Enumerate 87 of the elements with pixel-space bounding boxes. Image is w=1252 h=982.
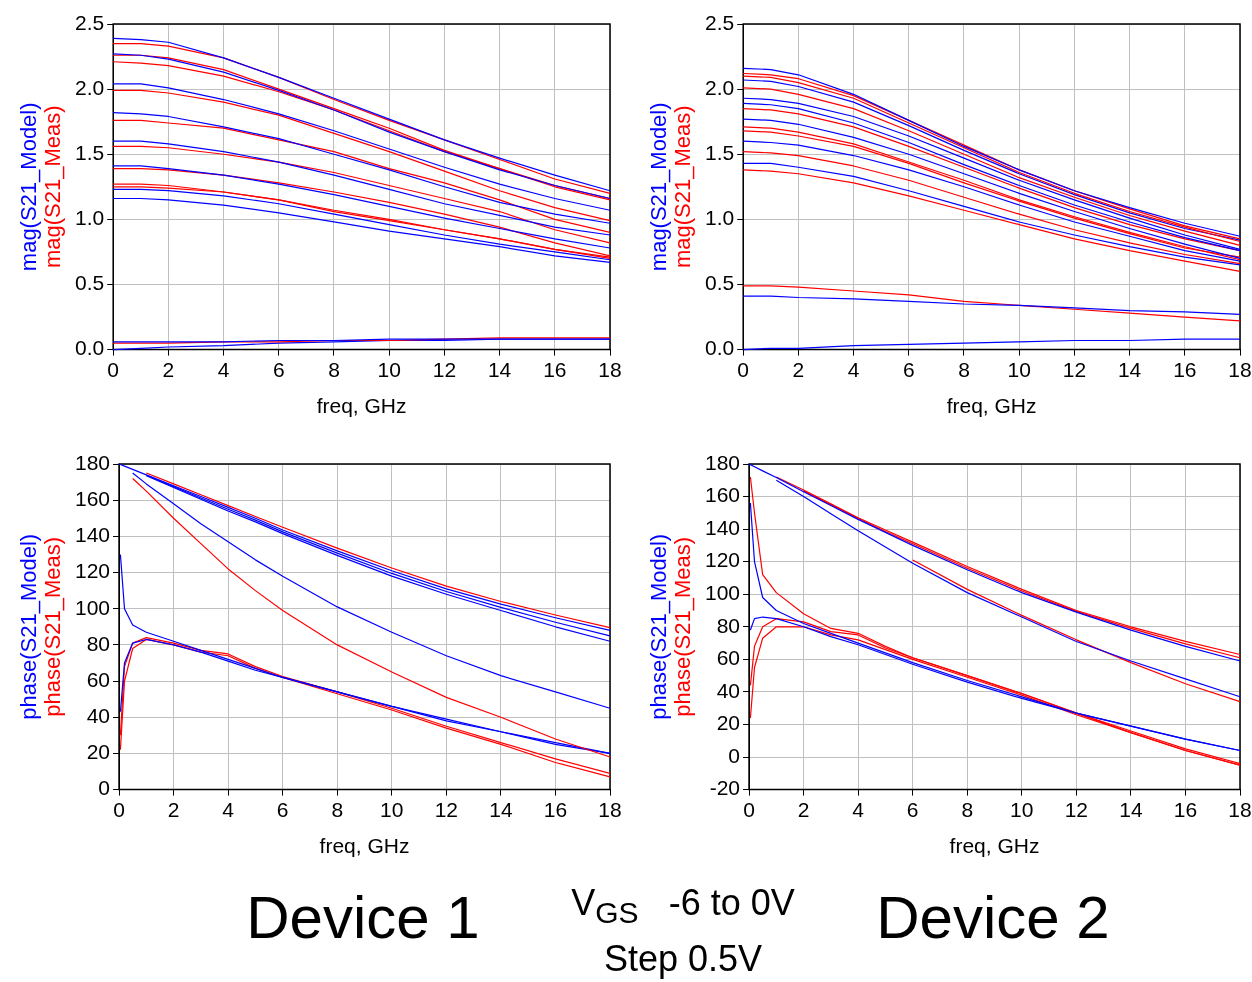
y-tick-label: 0.5 (704, 271, 735, 295)
x-tick-label: 18 (598, 798, 622, 821)
x-tick-label: 2 (167, 798, 180, 821)
x-tick-label: 10 (1010, 798, 1034, 821)
x-tick-label: 14 (487, 358, 512, 381)
x-tick-label: 10 (1007, 358, 1031, 381)
x-tick-label: 12 (1064, 798, 1089, 821)
y-tick-label: 20 (716, 711, 741, 735)
x-tick-label: 18 (598, 358, 622, 381)
text: Device 2 (876, 884, 1110, 951)
x-tick-label: 14 (1119, 798, 1143, 821)
y-tick-label: 160 (74, 486, 111, 510)
y-tick-label: 2.0 (74, 75, 105, 99)
x-axis-title: freq, GHz (319, 834, 410, 858)
y-tick-label: 0.0 (74, 336, 105, 360)
y-tick-label: 20 (86, 740, 111, 764)
x-tick-label: 2 (792, 358, 805, 381)
y-tick-label: 2.5 (74, 10, 105, 34)
y-tick-label: 80 (716, 613, 741, 637)
text: Step 0.5V (602, 937, 764, 982)
x-tick-label: 0 (113, 798, 125, 821)
text: phase(S21_Model) (16, 533, 42, 720)
y-tick-label: 1.5 (74, 141, 105, 165)
x-tick-label: 2 (797, 798, 810, 821)
text: Device 1 (246, 884, 480, 951)
x-tick-label: 4 (847, 358, 860, 381)
text: V$_{GS}$ -6 to 0V (570, 881, 796, 932)
y-tick-label: 140 (704, 515, 741, 539)
y-tick-label: -20 (709, 776, 741, 800)
x-tick-label: 16 (543, 358, 567, 381)
y-tick-label: 60 (86, 667, 111, 691)
text: mag(S21_Meas) (40, 105, 66, 269)
x-tick-label: 18 (1228, 798, 1252, 821)
x-tick-label: 16 (543, 798, 568, 821)
y-tick-label: 40 (86, 704, 111, 728)
y-tick-label: 100 (704, 581, 741, 605)
y-tick-label: 140 (74, 523, 111, 547)
y-tick-label: 1.5 (704, 141, 735, 165)
y-tick-label: 120 (704, 548, 741, 572)
x-tick-label: 8 (328, 358, 340, 381)
x-tick-label: 6 (906, 798, 919, 821)
y-tick-label: 0 (98, 776, 111, 800)
x-tick-label: 12 (1062, 358, 1087, 381)
x-tick-label: 8 (961, 798, 974, 821)
y-tick-label: 80 (86, 631, 111, 655)
x-tick-label: 18 (1228, 358, 1252, 381)
x-tick-label: 4 (852, 798, 865, 821)
x-tick-label: 2 (162, 358, 175, 381)
y-tick-label: 60 (716, 646, 741, 670)
y-tick-label: 0.5 (74, 271, 105, 295)
text: mag(S21_Model) (16, 102, 42, 272)
y-tick-label: 0 (728, 743, 741, 767)
y-tick-label: 40 (716, 678, 741, 702)
text: phase(S21_Model) (646, 533, 672, 720)
x-tick-label: 8 (331, 798, 344, 821)
y-tick-label: 100 (74, 595, 111, 619)
x-axis-title: freq, GHz (949, 834, 1040, 858)
text: mag(S21_Model) (646, 102, 672, 272)
x-tick-label: 8 (958, 358, 970, 381)
x-axis-title: freq, GHz (946, 394, 1037, 418)
y-tick-label: 1.0 (704, 206, 735, 230)
y-tick-label: 160 (704, 483, 741, 507)
y-tick-label: 180 (74, 450, 111, 474)
x-tick-label: 4 (222, 798, 235, 821)
x-tick-label: 0 (743, 798, 755, 821)
y-tick-label: 2.5 (704, 10, 735, 34)
y-tick-label: 120 (74, 559, 111, 583)
x-tick-label: 10 (380, 798, 404, 821)
x-tick-label: 16 (1173, 798, 1198, 821)
y-tick-label: 1.0 (74, 206, 105, 230)
x-tick-label: 10 (377, 358, 401, 381)
text: phase(S21_Meas) (670, 536, 696, 717)
x-axis-title: freq, GHz (316, 394, 407, 418)
x-tick-label: 14 (1117, 358, 1142, 381)
x-tick-label: 12 (434, 798, 459, 821)
y-tick-label: 2.0 (704, 75, 735, 99)
y-tick-label: 0.0 (704, 336, 735, 360)
x-tick-label: 6 (902, 358, 915, 381)
text: phase(S21_Meas) (40, 536, 66, 717)
x-tick-label: 12 (432, 358, 457, 381)
x-tick-label: 14 (489, 798, 513, 821)
text: mag(S21_Meas) (670, 105, 696, 269)
x-tick-label: 6 (276, 798, 289, 821)
y-tick-label: 180 (704, 450, 741, 474)
x-tick-label: 4 (217, 358, 230, 381)
x-tick-label: 16 (1173, 358, 1197, 381)
x-tick-label: 6 (272, 358, 285, 381)
